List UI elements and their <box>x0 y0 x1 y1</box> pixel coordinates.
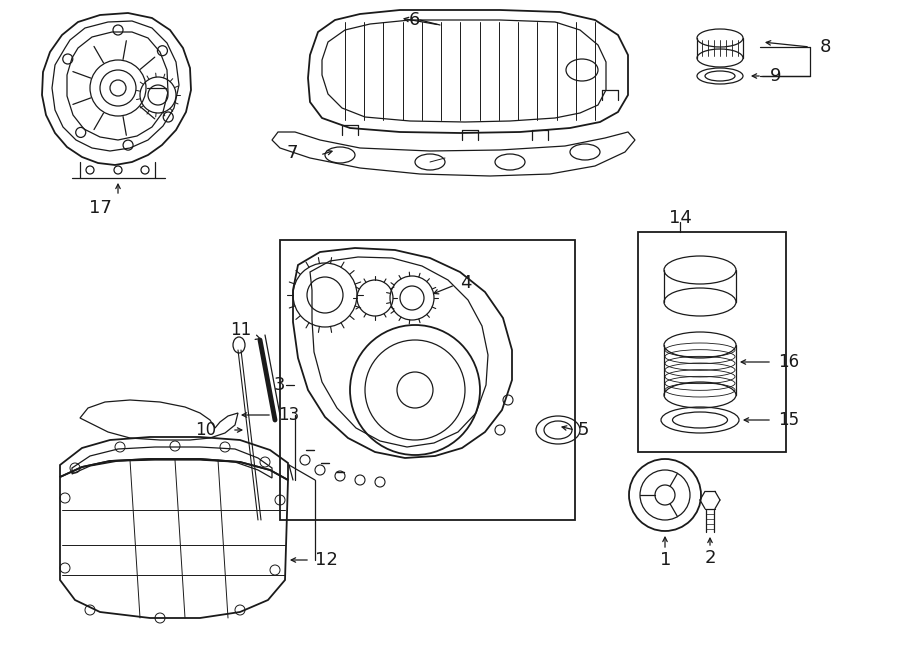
Text: 5: 5 <box>578 421 590 439</box>
Text: 10: 10 <box>195 421 216 439</box>
Bar <box>280 240 575 520</box>
Text: 17: 17 <box>88 199 112 217</box>
Text: 13: 13 <box>278 406 299 424</box>
Text: 15: 15 <box>778 411 799 429</box>
Text: 2: 2 <box>705 549 716 567</box>
Text: 4: 4 <box>460 274 472 292</box>
Text: 1: 1 <box>660 551 671 569</box>
Text: 12: 12 <box>315 551 338 569</box>
Bar <box>638 232 786 452</box>
Text: 3: 3 <box>274 376 285 394</box>
Text: 9: 9 <box>770 67 781 85</box>
Text: 7: 7 <box>286 144 298 162</box>
Text: 6: 6 <box>409 11 420 29</box>
Text: 14: 14 <box>669 209 691 227</box>
Text: 8: 8 <box>820 38 832 56</box>
Text: 16: 16 <box>778 353 799 371</box>
Text: 11: 11 <box>230 321 251 339</box>
